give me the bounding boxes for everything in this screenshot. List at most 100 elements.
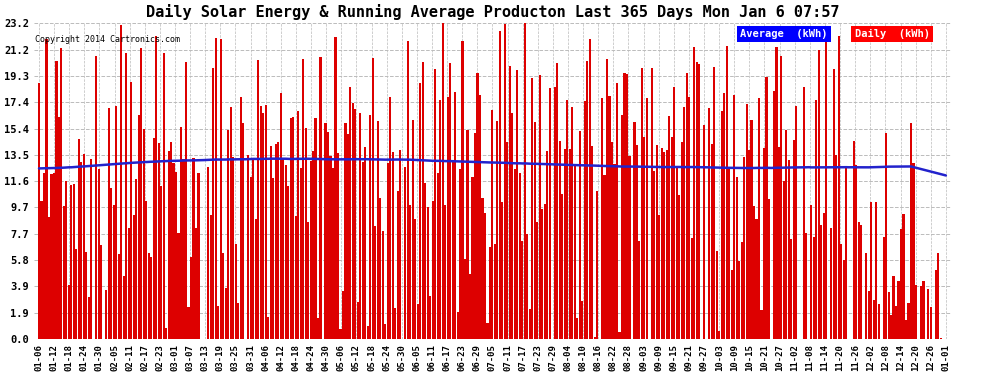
Bar [532, 78, 534, 339]
Bar [325, 123, 327, 339]
Bar [110, 188, 112, 339]
Bar [522, 241, 524, 339]
Bar [723, 93, 726, 339]
Bar [663, 152, 665, 339]
Bar [165, 328, 167, 339]
Bar [621, 115, 623, 339]
Bar [148, 252, 149, 339]
Bar [576, 318, 578, 339]
Bar [367, 327, 369, 339]
Bar [55, 61, 57, 339]
Bar [274, 144, 277, 339]
Bar [445, 205, 446, 339]
Bar [653, 171, 655, 339]
Bar [407, 41, 409, 339]
Bar [317, 318, 319, 339]
Bar [872, 300, 875, 339]
Bar [422, 62, 424, 339]
Bar [269, 146, 272, 339]
Bar [905, 320, 907, 339]
Bar [384, 324, 386, 339]
Bar [852, 141, 854, 339]
Bar [120, 26, 123, 339]
Bar [928, 289, 930, 339]
Bar [788, 160, 790, 339]
Bar [655, 145, 658, 339]
Bar [115, 106, 117, 339]
Text: Daily  (kWh): Daily (kWh) [854, 29, 930, 39]
Bar [890, 315, 892, 339]
Bar [898, 280, 900, 339]
Bar [292, 117, 294, 339]
Bar [691, 238, 693, 339]
Bar [910, 123, 912, 339]
Bar [758, 98, 760, 339]
Bar [152, 138, 154, 339]
Bar [750, 120, 752, 339]
Bar [113, 205, 115, 339]
Bar [601, 98, 603, 339]
Bar [307, 222, 309, 339]
Bar [387, 163, 389, 339]
Bar [130, 82, 133, 339]
Bar [895, 306, 897, 339]
Bar [867, 291, 869, 339]
Bar [553, 87, 555, 339]
Bar [108, 108, 110, 339]
Bar [785, 130, 787, 339]
Bar [501, 202, 504, 339]
Bar [215, 38, 217, 339]
Bar [369, 116, 371, 339]
Bar [481, 198, 483, 339]
Bar [434, 69, 437, 339]
Bar [259, 106, 261, 339]
Bar [741, 242, 742, 339]
Bar [930, 308, 932, 339]
Bar [494, 244, 496, 339]
Bar [693, 47, 695, 339]
Bar [320, 57, 322, 339]
Bar [666, 150, 668, 339]
Bar [346, 134, 349, 339]
Bar [527, 234, 529, 339]
Bar [611, 142, 613, 339]
Bar [504, 24, 506, 339]
Bar [823, 213, 825, 339]
Bar [456, 312, 458, 339]
Bar [63, 206, 65, 339]
Bar [810, 205, 813, 339]
Bar [290, 118, 292, 339]
Bar [100, 245, 102, 339]
Bar [342, 291, 344, 339]
Bar [509, 66, 511, 339]
Bar [841, 244, 842, 339]
Bar [235, 243, 237, 339]
Bar [606, 59, 608, 339]
Bar [731, 270, 733, 339]
Bar [118, 254, 120, 339]
Bar [780, 56, 782, 339]
Bar [826, 26, 828, 339]
Bar [815, 100, 818, 339]
Bar [877, 304, 880, 339]
Bar [818, 50, 820, 339]
Bar [484, 213, 486, 339]
Bar [708, 108, 710, 339]
Bar [683, 106, 685, 339]
Bar [609, 96, 611, 339]
Bar [588, 39, 591, 339]
Bar [349, 87, 351, 339]
Bar [135, 179, 138, 339]
Bar [454, 92, 456, 339]
Bar [249, 177, 251, 339]
Bar [90, 159, 92, 339]
Bar [262, 112, 264, 339]
Bar [645, 98, 648, 339]
Bar [335, 37, 337, 339]
Bar [529, 309, 531, 339]
Bar [68, 285, 70, 339]
Bar [865, 253, 867, 339]
Bar [279, 93, 282, 339]
Bar [267, 317, 269, 339]
Bar [728, 167, 731, 339]
